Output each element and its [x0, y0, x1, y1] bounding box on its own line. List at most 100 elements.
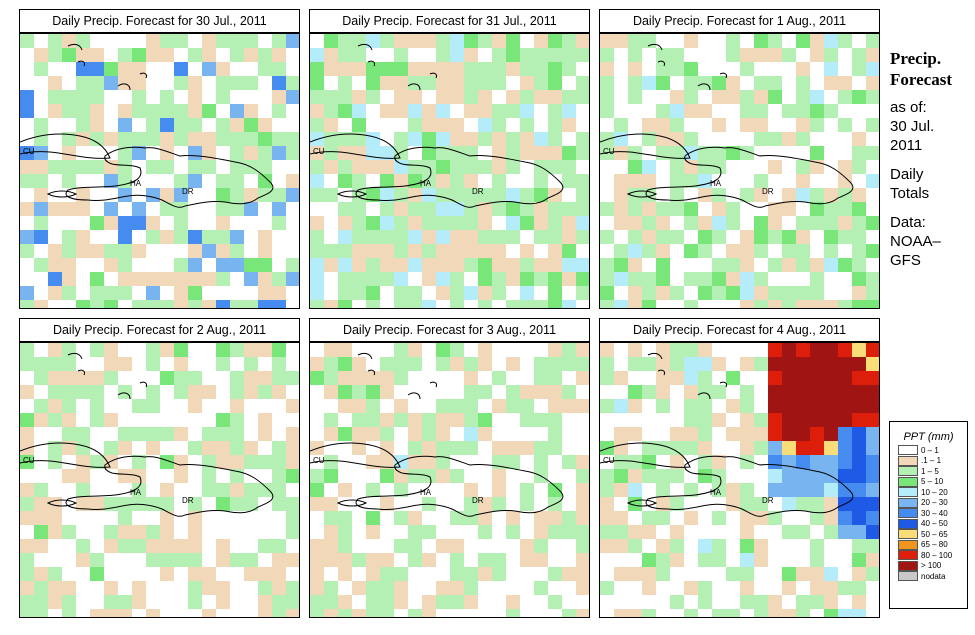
precip-cell: [436, 146, 450, 160]
precip-cell: [852, 511, 866, 525]
precip-cell: [726, 132, 740, 146]
precip-cell: [520, 427, 534, 441]
precip-cell: [562, 399, 576, 413]
precip-cell: [534, 357, 548, 371]
precip-cell: [670, 90, 684, 104]
precip-cell: [478, 174, 492, 188]
precip-cell: [656, 483, 670, 497]
precip-cell: [670, 497, 684, 511]
precip-cell: [90, 174, 104, 188]
precip-cell: [338, 272, 352, 286]
precip-cell: [258, 104, 272, 118]
precip-cell: [520, 343, 534, 357]
precip-cell: [310, 371, 324, 385]
precip-cell: [670, 300, 684, 308]
precip-cell: [160, 357, 174, 371]
precip-cell: [310, 609, 324, 617]
precip-cell: [478, 48, 492, 62]
precip-cell: [34, 497, 48, 511]
precip-cell: [436, 567, 450, 581]
precip-cell: [656, 76, 670, 90]
precip-cell: [628, 76, 642, 90]
precip-cell: [562, 258, 576, 272]
precip-cell: [174, 609, 188, 617]
precip-cell: [216, 118, 230, 132]
precip-cell: [132, 300, 146, 308]
precip-cell: [628, 385, 642, 399]
precip-cell: [48, 160, 62, 174]
precip-cell: [408, 132, 422, 146]
precip-cell: [174, 244, 188, 258]
precip-cell: [768, 553, 782, 567]
precip-cell: [548, 399, 562, 413]
precip-cell: [408, 595, 422, 609]
precip-cell: [394, 455, 408, 469]
precip-cell: [768, 258, 782, 272]
precip-cell: [272, 188, 286, 202]
precip-cell: [146, 567, 160, 581]
precip-cell: [698, 62, 712, 76]
precip-cell: [726, 34, 740, 48]
precip-cell: [104, 202, 118, 216]
precip-cell: [656, 62, 670, 76]
precip-cell: [782, 104, 796, 118]
precip-cell: [506, 455, 520, 469]
precip-cell: [534, 230, 548, 244]
precip-cell: [394, 343, 408, 357]
precip-cell: [492, 244, 506, 258]
precip-cell: [796, 286, 810, 300]
precip-cell: [684, 244, 698, 258]
precip-cell: [286, 272, 299, 286]
precip-cell: [866, 146, 879, 160]
precip-cell: [450, 202, 464, 216]
precip-cell: [656, 553, 670, 567]
precip-cell: [104, 160, 118, 174]
precip-cell: [712, 469, 726, 483]
precip-cell: [230, 230, 244, 244]
precip-cell: [244, 385, 258, 399]
precip-cell: [464, 272, 478, 286]
precip-cell: [628, 258, 642, 272]
cuba-coastline: [310, 133, 401, 159]
precip-cell: [422, 525, 436, 539]
precip-cell: [310, 76, 324, 90]
precip-cell: [506, 202, 520, 216]
precip-cell: [740, 272, 754, 286]
precip-cell: [740, 483, 754, 497]
precip-cell: [782, 216, 796, 230]
precip-cell: [76, 413, 90, 427]
cuba-coastline: [600, 442, 691, 468]
precip-cell: [642, 174, 656, 188]
precip-cell: [324, 272, 338, 286]
precip-cell: [782, 174, 796, 188]
precip-cell: [614, 343, 628, 357]
precip-cell: [324, 385, 338, 399]
precip-cell: [600, 609, 614, 617]
precip-cell: [188, 483, 202, 497]
precip-cell: [286, 581, 299, 595]
precip-cell: [230, 441, 244, 455]
precip-cell: [160, 202, 174, 216]
precip-cell: [576, 511, 589, 525]
precip-cell: [34, 62, 48, 76]
precip-cell: [506, 609, 520, 617]
precip-cell: [642, 483, 656, 497]
precip-cell: [656, 132, 670, 146]
precip-cell: [230, 343, 244, 357]
precip-cell: [104, 90, 118, 104]
precip-cell: [450, 497, 464, 511]
precip-cell: [838, 441, 852, 455]
precip-cell: [62, 595, 76, 609]
precip-cell: [464, 427, 478, 441]
precip-cell: [286, 455, 299, 469]
precip-cell: [614, 160, 628, 174]
precip-cell: [286, 286, 299, 300]
precip-cell: [188, 595, 202, 609]
precip-cell: [576, 202, 589, 216]
precip-cell: [852, 539, 866, 553]
precip-cell: [796, 244, 810, 258]
precip-cell: [656, 230, 670, 244]
precip-cell: [726, 525, 740, 539]
precip-cell: [366, 272, 380, 286]
precip-cell: [642, 104, 656, 118]
